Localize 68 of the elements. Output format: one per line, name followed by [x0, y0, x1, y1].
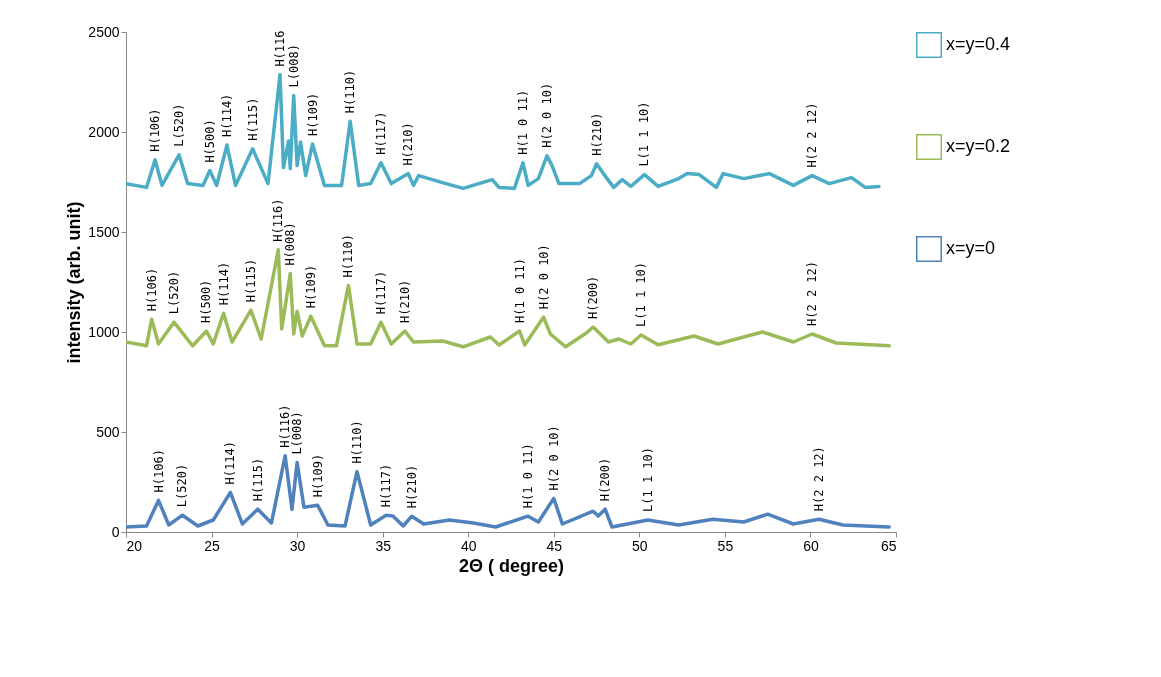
annotation: H(500): [199, 279, 214, 323]
annotation: H(2 2 12): [805, 260, 820, 326]
annotation: H(117): [373, 111, 388, 155]
annotation: H(109): [310, 453, 325, 498]
annotation: H(2 2 12): [805, 102, 820, 168]
annotation: H(008): [283, 222, 298, 266]
x-tick-label: 40: [460, 537, 477, 554]
annotation: L(008): [290, 411, 305, 455]
annotation: H(1 0 11): [515, 89, 530, 155]
annotation: H(110): [343, 69, 358, 114]
annotation: H(106): [144, 267, 159, 312]
x-tick-label: 30: [289, 537, 306, 554]
annotation: L(008): [286, 44, 301, 88]
annotation: H(500): [202, 119, 217, 163]
y-tick-label: 0: [111, 523, 120, 540]
annotation: H(116): [271, 198, 286, 242]
annotation: H(109): [303, 264, 318, 309]
annotation: H(110): [341, 234, 356, 278]
annotation: H(210): [404, 464, 419, 509]
annotation: H(109): [305, 92, 320, 136]
annotation: H(2 2 12): [812, 446, 826, 512]
annotation: H(114): [223, 441, 238, 485]
y-axis-title: intensity (arb. unit): [64, 201, 85, 364]
x-tick-label: 35: [375, 537, 392, 554]
annotation: L(520): [175, 463, 190, 508]
annotation: H(117): [373, 270, 388, 315]
x-tick-label: 50: [632, 537, 648, 554]
x-tick-label: 25: [204, 537, 221, 554]
annotation: H(114): [216, 261, 231, 306]
y-tick-label: 500: [96, 423, 120, 440]
annotation: L(520): [172, 103, 187, 147]
x-tick-label: 60: [803, 537, 819, 554]
annotation: H(210): [401, 122, 416, 166]
y-tick-label: 2000: [88, 123, 120, 140]
annotation: H(2 0 10): [546, 425, 561, 491]
legend-label: x=y=0.4: [946, 34, 1011, 54]
annotation: L(1 1 10): [634, 261, 649, 327]
annotation: L(1 1 10): [637, 101, 652, 167]
annotation: H(1 0 11): [512, 257, 527, 323]
legend-label: x=y=0: [946, 238, 996, 258]
annotation: H(106): [151, 449, 166, 493]
y-tick-label: 1500: [88, 223, 120, 240]
annotation: H(1 0 11): [521, 443, 536, 509]
y-tick-label: 2500: [88, 23, 120, 40]
annotation: H(2 0 10): [539, 82, 554, 148]
annotation: H(115): [243, 258, 258, 303]
annotation: H(106): [148, 108, 163, 152]
annotation: L(520): [166, 270, 181, 315]
legend-label: x=y=0.2: [946, 136, 1011, 156]
annotation: H(116): [278, 404, 293, 448]
annotation: H(210): [589, 112, 604, 156]
annotation: H(200): [586, 275, 601, 319]
annotation: H(2 0 10): [536, 244, 551, 310]
annotation: H(114): [219, 93, 234, 137]
annotation: H(210): [397, 279, 412, 323]
x-tick-label: 55: [717, 537, 734, 554]
x-tick-label: 65: [880, 537, 897, 554]
x-tick-label: 45: [546, 537, 563, 554]
annotation: H(200): [598, 457, 613, 502]
annotation: H(117): [379, 463, 394, 508]
annotation: H(116: [273, 30, 287, 67]
annotation: H(115): [250, 457, 265, 502]
y-tick-label: 1000: [88, 323, 120, 340]
annotation: H(110): [350, 420, 364, 464]
x-axis-title: 2Θ ( degree): [458, 555, 565, 576]
x-tick-label: 20: [126, 537, 143, 554]
annotation: L(1 1 10): [640, 446, 655, 512]
annotation: H(115): [245, 97, 260, 141]
